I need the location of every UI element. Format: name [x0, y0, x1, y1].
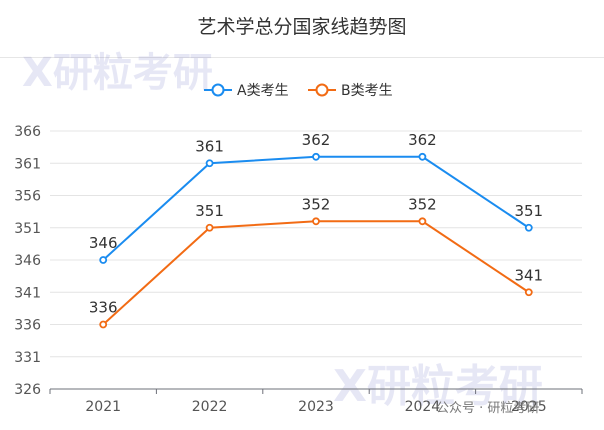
- y-tick-label: 356: [14, 189, 41, 205]
- data-point: [99, 256, 108, 264]
- y-tick-label: 326: [14, 382, 41, 398]
- data-point: [524, 288, 533, 297]
- data-label: 351: [195, 202, 224, 220]
- data-point: [418, 152, 427, 161]
- title-divider: [0, 57, 604, 58]
- series-line: [102, 220, 530, 326]
- y-tick-label: 341: [14, 285, 41, 301]
- y-tick-label: 331: [14, 350, 41, 366]
- grid-lines: [50, 130, 582, 358]
- legend-swatch-marker: [315, 83, 329, 97]
- data-point: [205, 159, 214, 168]
- chart-title: 艺术学总分国家线趋势图: [197, 16, 407, 38]
- legend-swatch-marker: [211, 83, 225, 97]
- data-label: 336: [89, 299, 118, 317]
- y-tick-label: 366: [14, 124, 41, 140]
- data-label: 351: [514, 202, 543, 220]
- x-tick-label: 2022: [192, 399, 228, 415]
- data-point: [205, 223, 214, 232]
- legend-label: A类考生: [237, 83, 289, 99]
- data-label: 341: [514, 266, 543, 284]
- y-tick-label: 336: [14, 318, 41, 334]
- data-point: [524, 223, 533, 232]
- data-label: 362: [408, 131, 437, 149]
- data-label: 346: [89, 234, 118, 252]
- data-point: [418, 217, 427, 226]
- y-tick-label: 351: [14, 221, 41, 237]
- data-point: [312, 217, 320, 226]
- data-point: [312, 152, 320, 161]
- x-axis: 2021 2022 2023 2024 2025: [49, 388, 583, 415]
- data-point: [99, 320, 108, 329]
- legend-label: B类考生: [341, 83, 393, 99]
- footer-watermark-text: 公众号 · 研粒考研: [436, 401, 540, 416]
- x-tick-label: 2021: [85, 399, 121, 415]
- y-tick-label: 346: [14, 253, 41, 269]
- x-tick-label: 2024: [405, 399, 441, 415]
- legend-item[interactable]: A类考生: [204, 83, 289, 99]
- x-tick-label: 2023: [298, 399, 334, 415]
- legend[interactable]: A类考生 B类考生: [204, 83, 393, 99]
- y-axis: 326 331 336 341 346 351 356 361 366: [14, 124, 41, 398]
- x-tick-label: 2025: [511, 399, 547, 415]
- data-label: 361: [195, 137, 224, 155]
- data-label: 352: [408, 195, 437, 213]
- series-lines: 346 361 362 362 351 336 351 352 352 341: [89, 131, 543, 329]
- data-label: 352: [302, 195, 331, 213]
- data-label: 362: [302, 131, 331, 149]
- legend-item[interactable]: B类考生: [308, 83, 393, 99]
- y-tick-label: 361: [14, 156, 41, 172]
